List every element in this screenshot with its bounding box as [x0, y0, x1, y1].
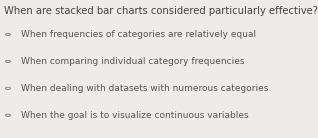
Text: When frequencies of categories are relatively equal: When frequencies of categories are relat… [21, 30, 256, 39]
Text: When comparing individual category frequencies: When comparing individual category frequ… [21, 57, 244, 66]
Text: When the goal is to visualize continuous variables: When the goal is to visualize continuous… [21, 111, 248, 120]
Text: When are stacked bar charts considered particularly effective?: When are stacked bar charts considered p… [4, 6, 318, 16]
Text: When dealing with datasets with numerous categories: When dealing with datasets with numerous… [21, 84, 268, 93]
